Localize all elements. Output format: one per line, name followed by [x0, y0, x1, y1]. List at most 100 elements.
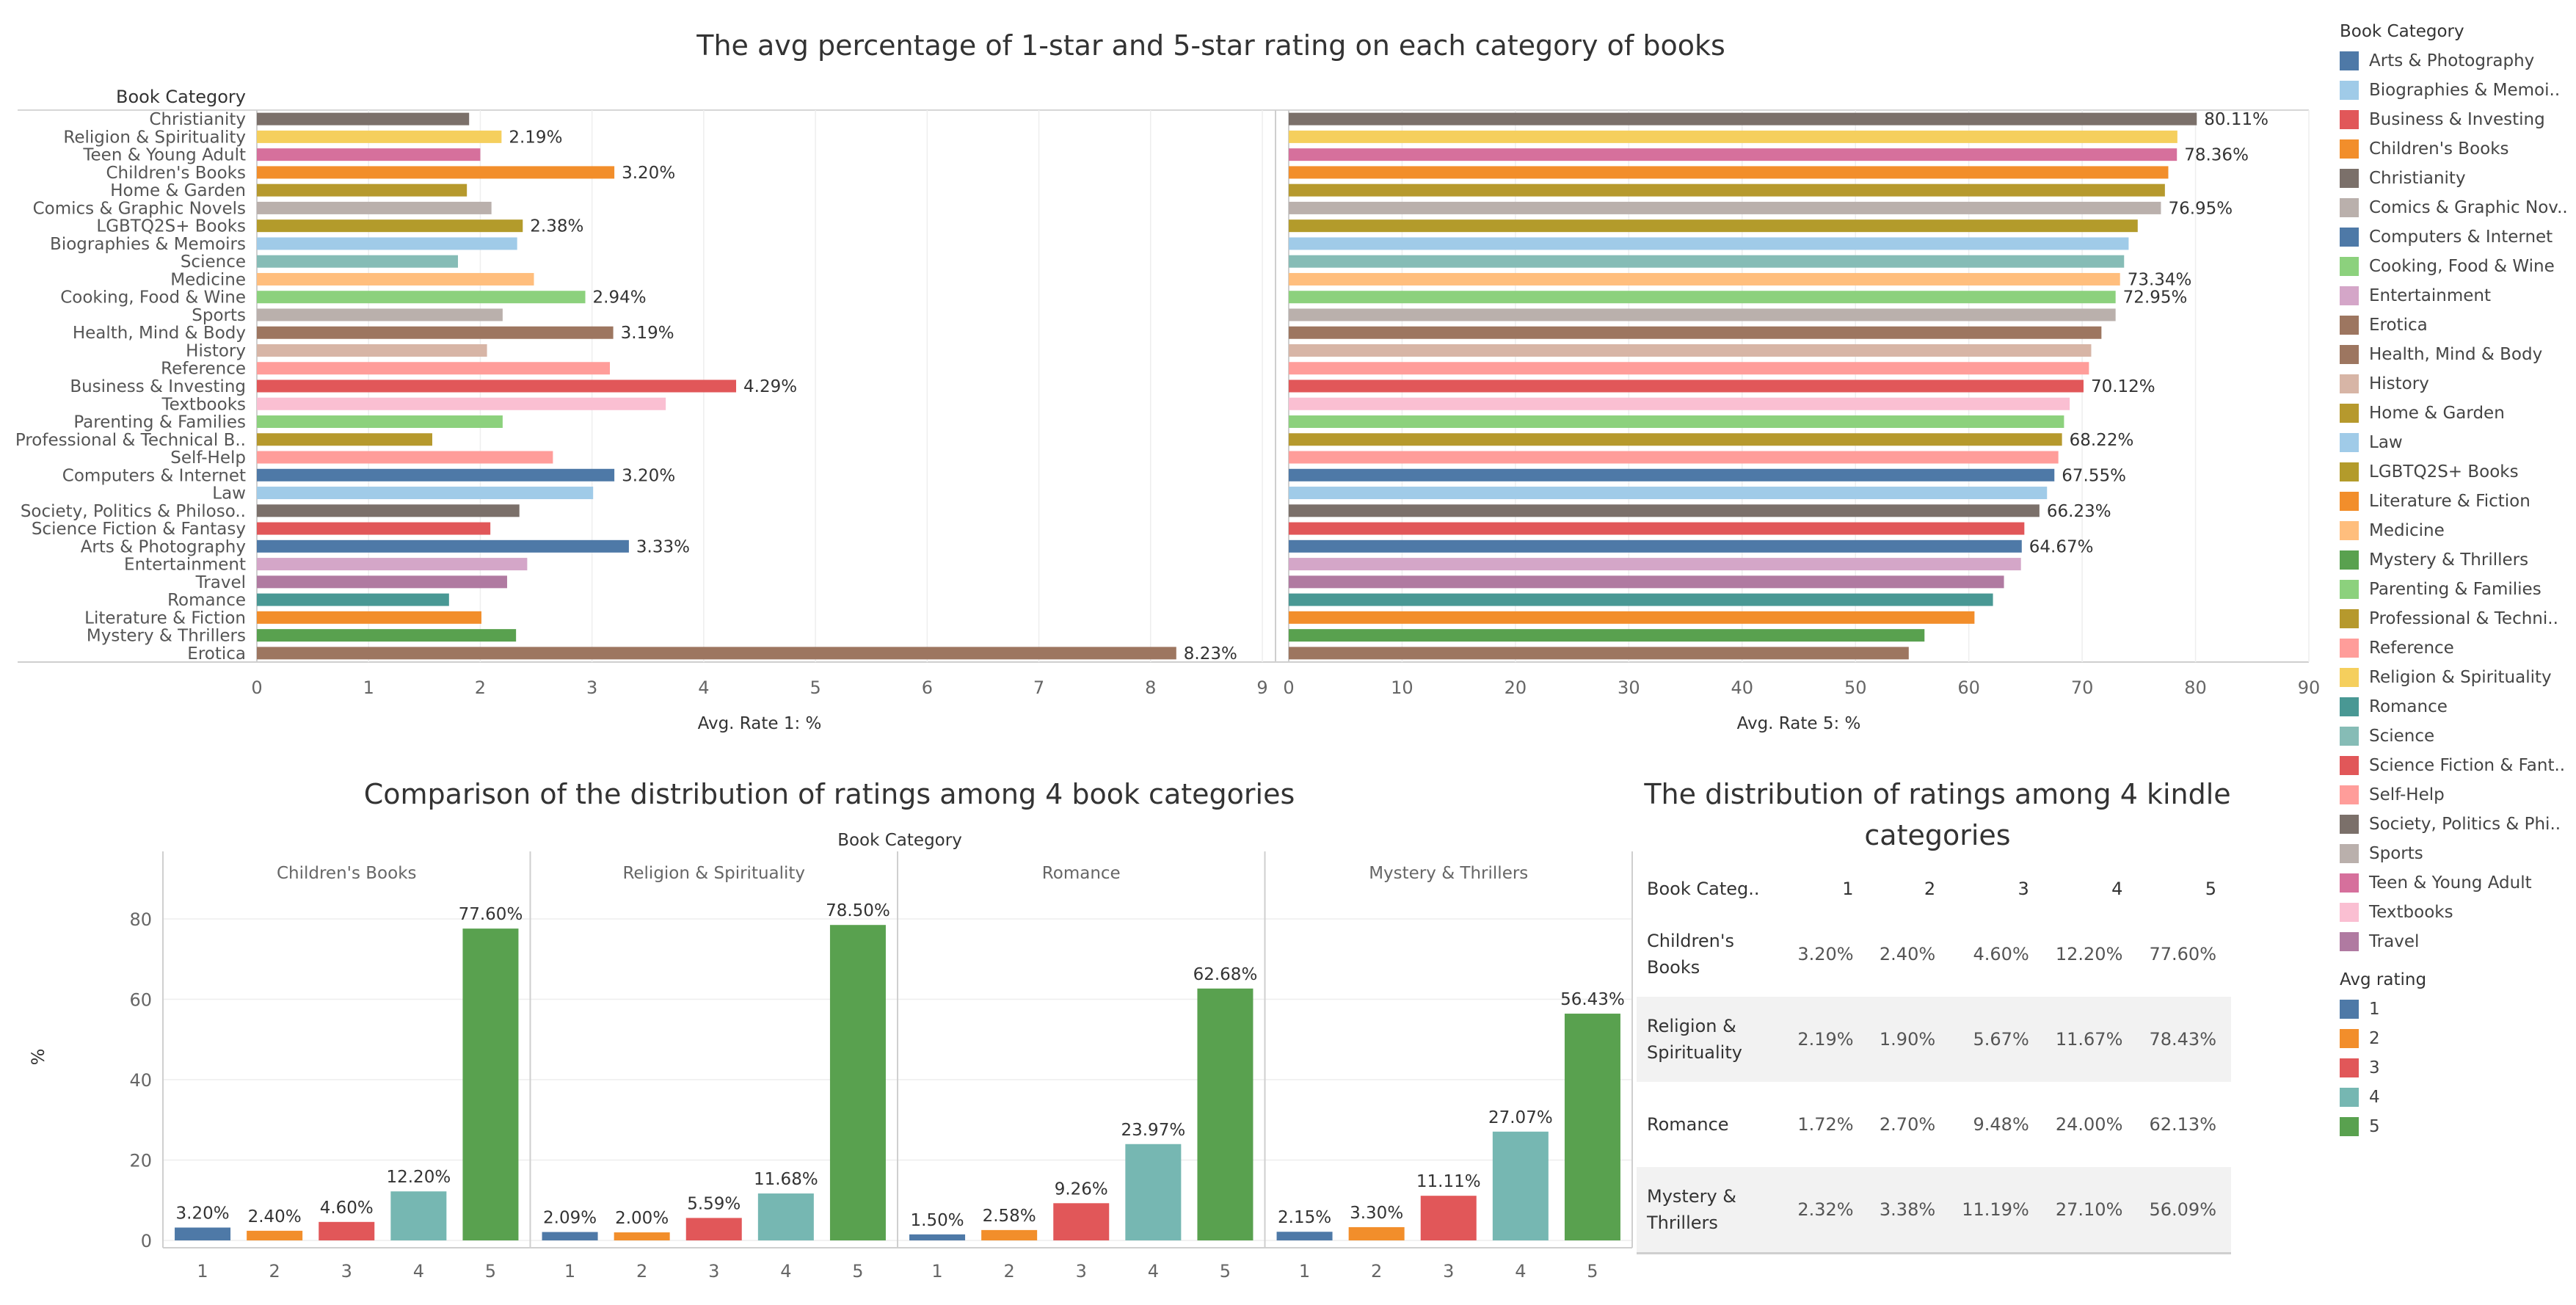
legend-swatch: [2340, 639, 2359, 658]
category-label: Children's Books: [106, 164, 246, 183]
x-tick-label: 40: [1731, 677, 1754, 698]
legend-label: Science: [2369, 727, 2435, 746]
bar: [542, 1232, 598, 1240]
legend-item[interactable]: Science Fiction & Fant..: [2340, 753, 2565, 778]
bar: [257, 379, 737, 393]
table-cell: 3.38%: [1868, 1167, 1951, 1254]
legend-item[interactable]: Teen & Young Adult: [2340, 870, 2532, 895]
legend-item[interactable]: Mystery & Thrillers: [2340, 548, 2528, 572]
legend: Book Category Arts & Photography Biograph…: [2334, 0, 2576, 1302]
bar: [1289, 629, 1925, 642]
bar: [1289, 201, 2161, 214]
bar: [257, 468, 615, 481]
data-label: 2.09%: [543, 1209, 597, 1228]
category-label: Biographies & Memoirs: [50, 235, 246, 254]
legend-item[interactable]: 4: [2340, 1085, 2380, 1110]
legend-item[interactable]: 3: [2340, 1055, 2380, 1080]
legend-label: Romance: [2369, 697, 2448, 716]
table-header-rating-5[interactable]: 5: [2205, 879, 2216, 899]
bar: [1348, 1226, 1405, 1240]
data-label: 27.07%: [1488, 1108, 1553, 1127]
data-label: 3.20%: [622, 466, 675, 485]
y-axis-title: %: [28, 1049, 48, 1066]
data-label: 1.50%: [911, 1211, 964, 1230]
legend-item[interactable]: Business & Investing: [2340, 107, 2545, 132]
category-label: Home & Garden: [110, 181, 246, 200]
legend-item[interactable]: Society, Politics & Phi..: [2340, 812, 2561, 837]
legend-item[interactable]: Entertainment: [2340, 283, 2491, 308]
bar: [1276, 1232, 1333, 1240]
legend-item[interactable]: Parenting & Families: [2340, 577, 2542, 602]
table-header-rating-1[interactable]: 1: [1842, 879, 1854, 899]
x-tick-label: 2: [1004, 1261, 1015, 1282]
table-cell: 4.60%: [1973, 944, 2029, 964]
bar: [257, 112, 470, 126]
legend-item[interactable]: History: [2340, 371, 2429, 396]
legend-item[interactable]: Travel: [2340, 929, 2419, 954]
table-header-rating-3[interactable]: 3: [2017, 879, 2029, 899]
legend-item[interactable]: 1: [2340, 997, 2380, 1022]
table-cell-category: Children's Books: [1647, 931, 1734, 978]
y-tick-label: 60: [129, 990, 152, 1011]
legend-item[interactable]: 5: [2340, 1114, 2380, 1139]
table-cell-category: Romance: [1647, 1114, 1729, 1135]
bar: [1197, 988, 1254, 1240]
table-header-rating-2[interactable]: 2: [1924, 879, 1936, 899]
legend-item[interactable]: Home & Garden: [2340, 401, 2505, 426]
legend-swatch: [2340, 492, 2359, 511]
legend-item[interactable]: Reference: [2340, 636, 2454, 661]
legend-item[interactable]: Comics & Graphic Nov..: [2340, 195, 2568, 220]
legend-label: Business & Investing: [2369, 110, 2545, 129]
data-label: 2.40%: [248, 1207, 302, 1226]
data-label: 3.20%: [176, 1204, 230, 1223]
legend-item[interactable]: Law: [2340, 430, 2403, 455]
legend-swatch: [2340, 727, 2359, 746]
bar: [1289, 504, 2040, 517]
category-label: Science Fiction & Fantasy: [32, 520, 246, 539]
legend-item[interactable]: Biographies & Memoi..: [2340, 78, 2560, 103]
legend-item[interactable]: LGBTQ2S+ Books: [2340, 459, 2519, 484]
legend-swatch: [2340, 404, 2359, 423]
legend-item[interactable]: Medicine: [2340, 518, 2445, 543]
category-label: Law: [212, 484, 246, 504]
table-cell: 56.09%: [2137, 1167, 2231, 1254]
legend-item[interactable]: Children's Books: [2340, 137, 2509, 161]
x-tick-label: 90: [2298, 677, 2321, 698]
legend-swatch: [2340, 257, 2359, 276]
legend-item[interactable]: Literature & Fiction: [2340, 489, 2530, 514]
legend-item[interactable]: Romance: [2340, 694, 2448, 719]
legend-item[interactable]: 2: [2340, 1026, 2380, 1051]
bar: [257, 647, 1176, 660]
table-header-category[interactable]: Book Categ..: [1647, 879, 1760, 899]
x-tick-label: 3: [1076, 1261, 1087, 1282]
x-tick-label: 0: [1283, 677, 1294, 698]
legend-item[interactable]: Self-Help: [2340, 782, 2445, 807]
bar: [257, 451, 553, 464]
legend-item[interactable]: Religion & Spirituality: [2340, 665, 2552, 690]
data-label: 78.36%: [2184, 146, 2249, 165]
legend-item[interactable]: Christianity: [2340, 166, 2466, 191]
legend-label: Textbooks: [2369, 903, 2453, 922]
legend-label: Parenting & Families: [2369, 580, 2542, 599]
data-label: 3.19%: [621, 324, 674, 343]
legend-item[interactable]: Arts & Photography: [2340, 48, 2534, 73]
legend-item[interactable]: Science: [2340, 724, 2434, 749]
data-label: 3.20%: [622, 164, 675, 183]
table-header-rating-4[interactable]: 4: [2111, 879, 2123, 899]
bar: [257, 593, 449, 606]
legend-swatch: [2340, 932, 2359, 951]
legend-item[interactable]: Textbooks: [2340, 900, 2453, 925]
legend-item[interactable]: Erotica: [2340, 313, 2428, 338]
legend-item[interactable]: Professional & Techni..: [2340, 606, 2558, 631]
legend-swatch: [2340, 139, 2359, 159]
table-cell: 2.70%: [1879, 1114, 1936, 1135]
legend-item[interactable]: Cooking, Food & Wine: [2340, 254, 2555, 279]
category-label: Sports: [192, 306, 246, 325]
bar: [257, 291, 586, 304]
x-tick-label: 1: [1299, 1261, 1310, 1282]
legend-item[interactable]: Computers & Internet: [2340, 225, 2553, 250]
legend-item[interactable]: Sports: [2340, 841, 2423, 866]
legend-item[interactable]: Health, Mind & Body: [2340, 342, 2542, 367]
legend-swatch: [2340, 1029, 2359, 1048]
category-label: Health, Mind & Body: [73, 324, 246, 343]
